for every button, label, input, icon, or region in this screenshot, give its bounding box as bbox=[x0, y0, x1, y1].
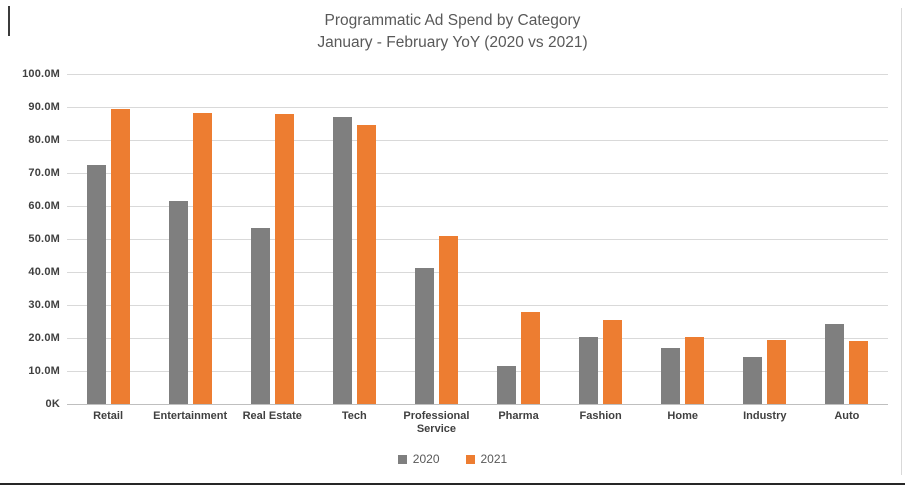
bar-2021-fashion bbox=[603, 320, 623, 404]
legend-label-2021: 2021 bbox=[480, 452, 508, 466]
bar-2021-home bbox=[685, 337, 705, 404]
x-category-label-tech: Tech bbox=[341, 410, 367, 422]
legend: 2020 2021 bbox=[0, 452, 905, 466]
gridline-80.0M bbox=[67, 140, 888, 141]
gridline-30.0M bbox=[67, 305, 888, 306]
bar-2021-retail bbox=[110, 108, 130, 404]
bar-group-professional-service bbox=[395, 74, 477, 404]
y-tick-label-100.0M: 100.0M bbox=[22, 68, 60, 80]
y-tick-label-60.0M: 60.0M bbox=[28, 200, 60, 212]
bar-group-home bbox=[642, 74, 724, 404]
bar-2020-home bbox=[661, 347, 681, 404]
y-tick-label-50.0M: 50.0M bbox=[28, 233, 60, 245]
x-category-label-fashion: Fashion bbox=[579, 410, 622, 422]
bar-group-industry bbox=[724, 74, 806, 404]
y-tick-label-30.0M: 30.0M bbox=[28, 299, 60, 311]
bar-groups bbox=[67, 74, 888, 404]
bar-2020-pharma bbox=[497, 366, 517, 404]
y-tick-label-90.0M: 90.0M bbox=[28, 101, 60, 113]
gridline-20.0M bbox=[67, 338, 888, 339]
bar-group-entertainment bbox=[149, 74, 231, 404]
bar-2021-entertainment bbox=[192, 112, 212, 404]
bar-2020-retail bbox=[86, 165, 106, 404]
bar-2020-industry bbox=[743, 356, 763, 404]
y-axis: 100.0M 90.0M 80.0M 70.0M 60.0M 50.0M 40.0M 30.0… bbox=[0, 68, 60, 410]
chart-title-line2: January - February YoY (2020 vs 2021) bbox=[317, 34, 588, 51]
x-category-label-auto: Auto bbox=[834, 410, 860, 422]
y-tick-label-70.0M: 70.0M bbox=[28, 167, 60, 179]
gridline-90.0M bbox=[67, 107, 888, 108]
y-tick-label-80.0M: 80.0M bbox=[28, 134, 60, 146]
gridline-40.0M bbox=[67, 272, 888, 273]
legend-swatch-2020 bbox=[397, 454, 407, 464]
bar-2021-real-estate bbox=[274, 113, 294, 404]
x-category-label-real-estate: Real Estate bbox=[242, 410, 302, 422]
bar-2020-entertainment bbox=[168, 201, 188, 404]
y-tick-label-10.0M: 10.0M bbox=[28, 365, 60, 377]
bar-group-pharma bbox=[477, 74, 559, 404]
bar-group-auto bbox=[806, 74, 888, 404]
bar-2021-professional-service bbox=[438, 236, 458, 404]
chart-title-line1: Programmatic Ad Spend by Category bbox=[324, 12, 581, 29]
gridline-10.0M bbox=[67, 371, 888, 372]
x-category-label-home: Home bbox=[667, 410, 698, 422]
bar-2020-professional-service bbox=[414, 267, 434, 404]
chart-area-right-border bbox=[901, 8, 902, 475]
gridline-0K bbox=[67, 404, 888, 405]
y-tick-label-40.0M: 40.0M bbox=[28, 266, 60, 278]
x-category-label-entertainment: Entertainment bbox=[153, 410, 228, 422]
bar-group-real-estate bbox=[231, 74, 313, 404]
legend-item-2021: 2021 bbox=[465, 452, 508, 466]
bar-group-tech bbox=[313, 74, 395, 404]
bar-2020-auto bbox=[825, 323, 845, 404]
chart-title: Programmatic Ad Spend by Category Januar… bbox=[0, 10, 905, 54]
bar-group-retail bbox=[67, 74, 149, 404]
gridline-70.0M bbox=[67, 173, 888, 174]
bar-2020-tech bbox=[332, 116, 352, 404]
x-category-label-retail: Retail bbox=[93, 410, 124, 422]
x-category-label-professional-service: Professional Service bbox=[403, 410, 470, 435]
legend-label-2020: 2020 bbox=[412, 452, 440, 466]
gridline-100.0M bbox=[67, 74, 888, 75]
y-tick-label-0K: 0K bbox=[45, 398, 60, 410]
bar-2021-tech bbox=[356, 124, 376, 404]
bar-2021-auto bbox=[849, 340, 869, 404]
window-edge-artifact bbox=[8, 6, 10, 36]
legend-swatch-2021 bbox=[465, 454, 475, 464]
gridline-50.0M bbox=[67, 239, 888, 240]
bar-2021-pharma bbox=[521, 312, 541, 404]
bar-2020-real-estate bbox=[250, 228, 270, 404]
window-border-bottom bbox=[0, 483, 905, 485]
bar-2021-industry bbox=[767, 339, 787, 404]
x-category-label-pharma: Pharma bbox=[498, 410, 539, 422]
x-category-label-industry: Industry bbox=[743, 410, 787, 422]
legend-item-2020: 2020 bbox=[397, 452, 440, 466]
y-tick-label-20.0M: 20.0M bbox=[28, 332, 60, 344]
bar-2020-fashion bbox=[579, 337, 599, 404]
x-axis: Retail Entertainment Real Estate Tech Profes… bbox=[67, 410, 888, 436]
plot-area bbox=[67, 74, 888, 405]
bar-group-fashion bbox=[560, 74, 642, 404]
gridline-60.0M bbox=[67, 206, 888, 207]
